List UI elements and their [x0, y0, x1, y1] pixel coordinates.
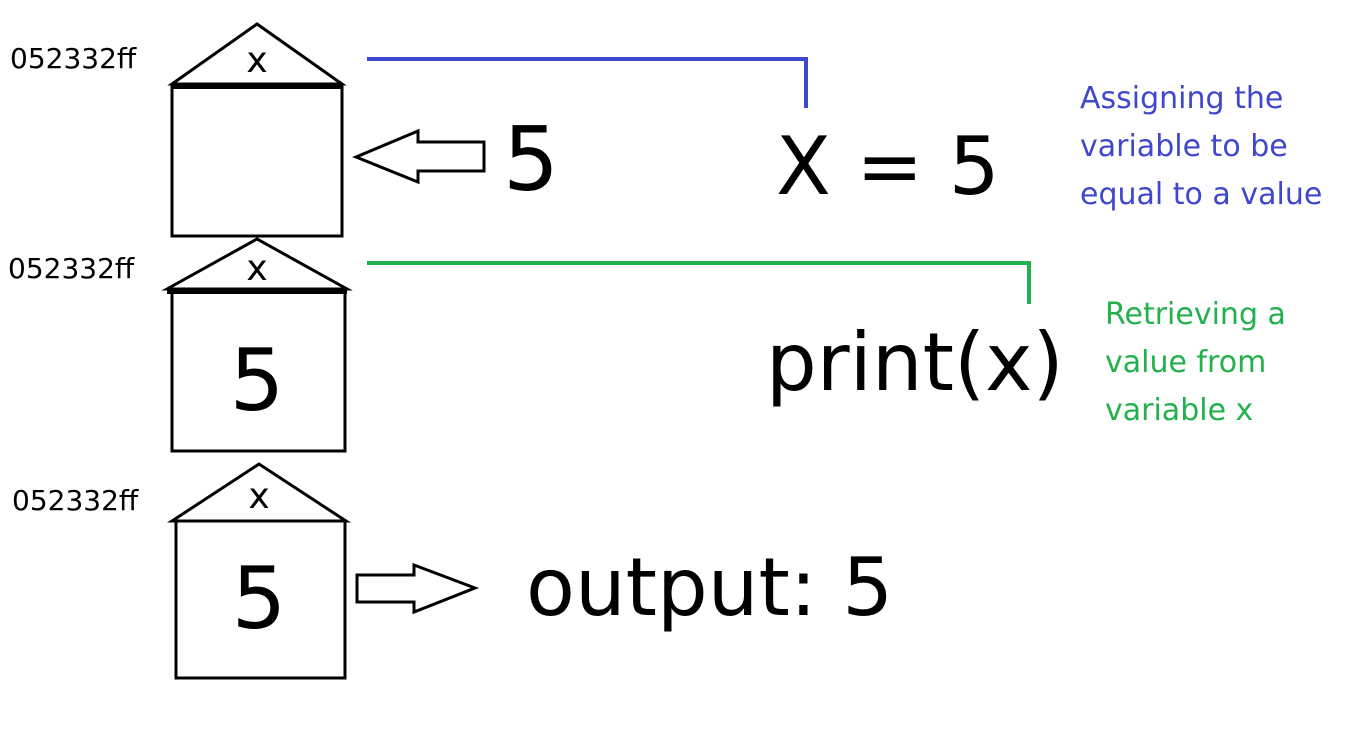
print-code: print(x): [766, 316, 1064, 409]
variable-name-label: x: [246, 40, 267, 81]
retrieve-note-line-3: variable x: [1105, 393, 1253, 428]
variable-name-label: x: [246, 248, 267, 289]
memory-address: 052332ff: [8, 252, 135, 285]
retrieve-note-line-1: Retrieving a: [1105, 297, 1286, 332]
retrieve-connector-line: [367, 261, 1031, 304]
assign-note-line-3: equal to a value: [1080, 177, 1322, 212]
memory-address: 052332ff: [12, 484, 139, 517]
memory-box: [174, 519, 347, 680]
stage-output: 052332ff x 5 output: 5: [12, 462, 893, 680]
variable-house: x: [167, 22, 347, 238]
retrieve-note-line-2: value from: [1105, 345, 1266, 380]
box-value: 5: [232, 549, 287, 649]
variable-house: x 5: [161, 237, 353, 453]
memory-address: 052332ff: [10, 42, 137, 75]
variable-house: x 5: [166, 462, 352, 680]
left-arrow-icon: [352, 128, 486, 185]
variable-name-label: x: [248, 476, 269, 517]
right-arrow-icon: [355, 562, 480, 615]
assign-connector-line: [367, 57, 808, 108]
assign-note-line-2: variable to be: [1080, 129, 1288, 164]
memory-box: [170, 289, 347, 453]
assignment-code: X = 5: [776, 120, 1000, 213]
stage-retrieve: 052332ff x 5 print(x) Retrieving a value…: [8, 237, 1286, 453]
memory-box: [170, 84, 344, 238]
stage-assign: 052332ff x 5 X = 5 Assigning the variabl…: [10, 22, 1322, 238]
output-text: output: 5: [526, 541, 893, 634]
incoming-value: 5: [503, 108, 559, 211]
box-value: 5: [230, 331, 285, 431]
assign-note-line-1: Assigning the: [1080, 81, 1283, 116]
